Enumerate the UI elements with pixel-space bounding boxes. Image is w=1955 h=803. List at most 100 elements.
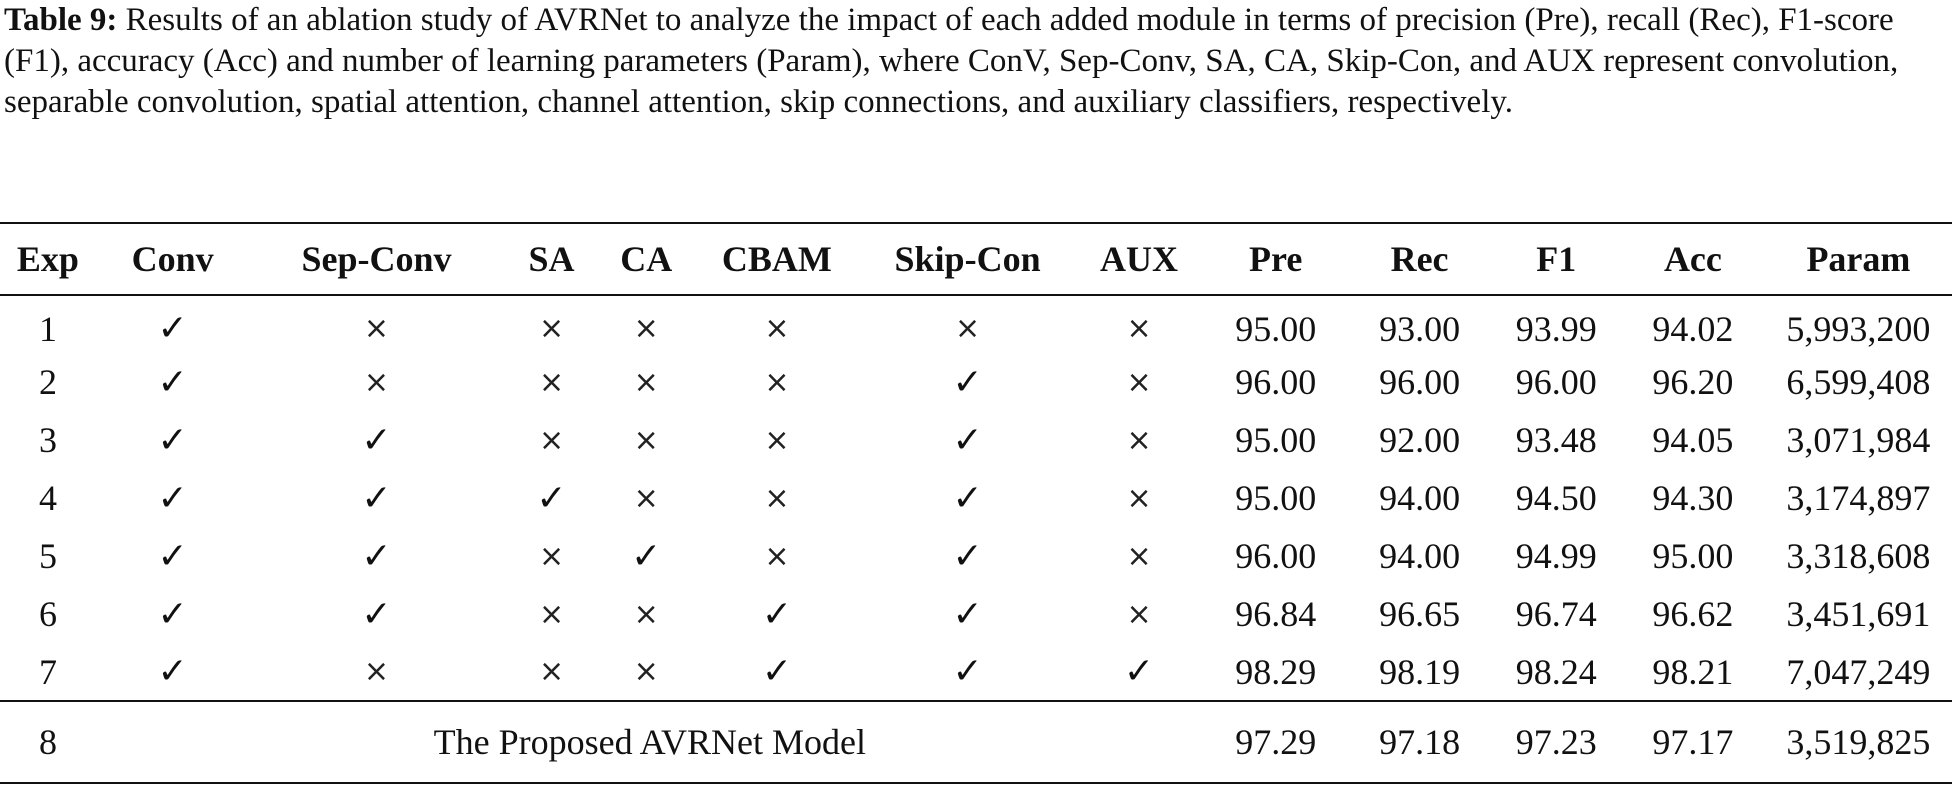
cell-skip-con-check-icon: ✓ (952, 419, 983, 461)
cell-skip-con-check-icon: ✓ (952, 535, 983, 577)
cell-ca-cross-icon: × (633, 480, 659, 516)
cell-exp: 7 (38, 651, 57, 692)
cell-acc: 97.17 (1620, 700, 1765, 784)
table-row: 4 ✓ ✓ ✓ × × ✓ × 95.00 94.00 94.50 94.30 3,174,897 (0, 469, 1952, 527)
cell-conv-check-icon: ✓ (157, 308, 188, 349)
cell-exp: 6 (38, 594, 57, 634)
cell-param: 3,519,825 (1764, 700, 1952, 784)
cell-exp: 8 (0, 700, 96, 784)
header-rec: Rec (1347, 222, 1492, 296)
cell-pre: 96.00 (1235, 536, 1317, 576)
cell-aux-cross-icon: × (1126, 538, 1152, 574)
cell-param: 6,599,408 (1786, 362, 1931, 402)
cell-conv-check-icon: ✓ (157, 361, 188, 403)
cell-sep-conv-cross-icon: × (363, 311, 390, 346)
cell-exp: 4 (38, 478, 57, 518)
cell-aux-cross-icon: × (1126, 311, 1152, 346)
cell-param: 3,174,897 (1786, 478, 1931, 518)
cell-sa-cross-icon: × (538, 364, 565, 400)
cell-rec: 96.00 (1379, 362, 1461, 402)
table-row: 2 ✓ × × × × ✓ × 96.00 96.00 96.00 96.20 6,599,408 (0, 353, 1952, 411)
table-final: 8 The Proposed AVRNet Model 97.29 97.18 … (0, 700, 1952, 784)
cell-sep-conv-check-icon: ✓ (361, 535, 392, 577)
header-aux: AUX (1074, 222, 1204, 296)
header-row: Exp Conv Sep-Conv SA CA CBAM Skip-Con AU… (0, 222, 1952, 296)
cell-cbam-cross-icon: × (764, 538, 790, 574)
cell-f1: 94.99 (1515, 536, 1597, 576)
header-f1: F1 (1491, 222, 1621, 296)
cell-skip-con-check-icon: ✓ (952, 477, 983, 519)
cell-acc: 96.20 (1652, 362, 1734, 402)
table-row: 3 ✓ ✓ × × × ✓ × 95.00 92.00 93.48 94.05 3,071,984 (0, 411, 1952, 469)
cell-ca-check-icon: ✓ (631, 535, 662, 577)
cell-aux-cross-icon: × (1126, 480, 1152, 516)
cell-acc: 95.00 (1652, 536, 1734, 576)
cell-pre: 96.00 (1235, 362, 1317, 402)
proposed-model-row: 8 The Proposed AVRNet Model 97.29 97.18 … (0, 700, 1952, 784)
cell-f1: 93.99 (1515, 308, 1597, 349)
cell-aux-cross-icon: × (1126, 422, 1152, 458)
cell-conv-check-icon: ✓ (157, 535, 188, 577)
header-pre: Pre (1203, 222, 1348, 296)
cell-f1: 97.23 (1491, 700, 1621, 784)
cell-aux-check-icon: ✓ (1123, 651, 1155, 692)
cell-acc: 96.62 (1652, 594, 1734, 634)
caption-text: Results of an ablation study of AVRNet t… (4, 2, 1899, 120)
cell-aux-cross-icon: × (1126, 364, 1152, 400)
table-row: 7 ✓ × × × ✓ ✓ ✓ 98.29 98.19 98.24 98.21 7,047,249 (0, 643, 1952, 701)
cell-f1: 93.48 (1515, 420, 1597, 460)
cell-exp: 5 (38, 536, 57, 576)
cell-sep-conv-check-icon: ✓ (361, 419, 392, 461)
header-param: Param (1764, 222, 1952, 296)
cell-rec: 94.00 (1379, 478, 1461, 518)
header-ca: CA (599, 222, 693, 296)
cell-acc: 98.21 (1652, 651, 1734, 692)
cell-acc: 94.05 (1652, 420, 1734, 460)
cell-rec: 92.00 (1379, 420, 1461, 460)
cell-sep-conv-check-icon: ✓ (361, 593, 392, 635)
cell-skip-con-check-icon: ✓ (952, 593, 983, 635)
cell-conv-check-icon: ✓ (157, 593, 188, 635)
cell-pre: 95.00 (1235, 308, 1317, 349)
header-skip-con: Skip-Con (860, 222, 1075, 296)
cell-acc: 94.02 (1652, 308, 1734, 349)
header-sep-conv: Sep-Conv (249, 222, 504, 296)
header-cbam: CBAM (692, 222, 861, 296)
cell-rec: 93.00 (1379, 308, 1461, 349)
cell-sa-cross-icon: × (538, 422, 565, 458)
cell-param: 3,318,608 (1786, 536, 1931, 576)
cell-cbam-check-icon: ✓ (761, 593, 792, 635)
cell-exp: 1 (38, 308, 57, 349)
cell-sa-cross-icon: × (538, 538, 565, 574)
cell-exp: 2 (38, 362, 57, 402)
cell-sa-check-icon: ✓ (536, 477, 567, 519)
cell-ca-cross-icon: × (633, 654, 659, 689)
cell-pre: 96.84 (1235, 594, 1317, 634)
ablation-table: Exp Conv Sep-Conv SA CA CBAM Skip-Con AU… (0, 222, 1952, 784)
proposed-model-label: The Proposed AVRNet Model (95, 700, 1204, 784)
cell-pre: 95.00 (1235, 420, 1317, 460)
cell-exp: 3 (38, 420, 57, 460)
cell-rec: 97.18 (1347, 700, 1492, 784)
cell-sa-cross-icon: × (538, 311, 565, 346)
cell-conv-check-icon: ✓ (157, 419, 188, 461)
cell-pre: 97.29 (1203, 700, 1348, 784)
cell-cbam-cross-icon: × (764, 422, 790, 458)
table-row: 1 ✓ × × × × × × 95.00 93.00 93.99 94.02 5,993,200 (0, 295, 1952, 353)
cell-param: 3,071,984 (1786, 420, 1931, 460)
cell-ca-cross-icon: × (633, 364, 659, 400)
cell-param: 5,993,200 (1786, 308, 1931, 349)
cell-ca-cross-icon: × (633, 311, 659, 346)
cell-f1: 98.24 (1515, 651, 1597, 692)
cell-skip-con-cross-icon: × (954, 311, 981, 346)
cell-sep-conv-cross-icon: × (363, 364, 390, 400)
table-row: 5 ✓ ✓ × ✓ × ✓ × 96.00 94.00 94.99 95.00 3,318,608 (0, 527, 1952, 585)
cell-sa-cross-icon: × (538, 596, 565, 632)
cell-cbam-check-icon: ✓ (761, 651, 792, 692)
cell-acc: 94.30 (1652, 478, 1734, 518)
cell-aux-cross-icon: × (1126, 596, 1152, 632)
cell-sep-conv-cross-icon: × (363, 654, 390, 689)
cell-sa-cross-icon: × (538, 654, 565, 689)
cell-cbam-cross-icon: × (764, 311, 790, 346)
cell-rec: 94.00 (1379, 536, 1461, 576)
